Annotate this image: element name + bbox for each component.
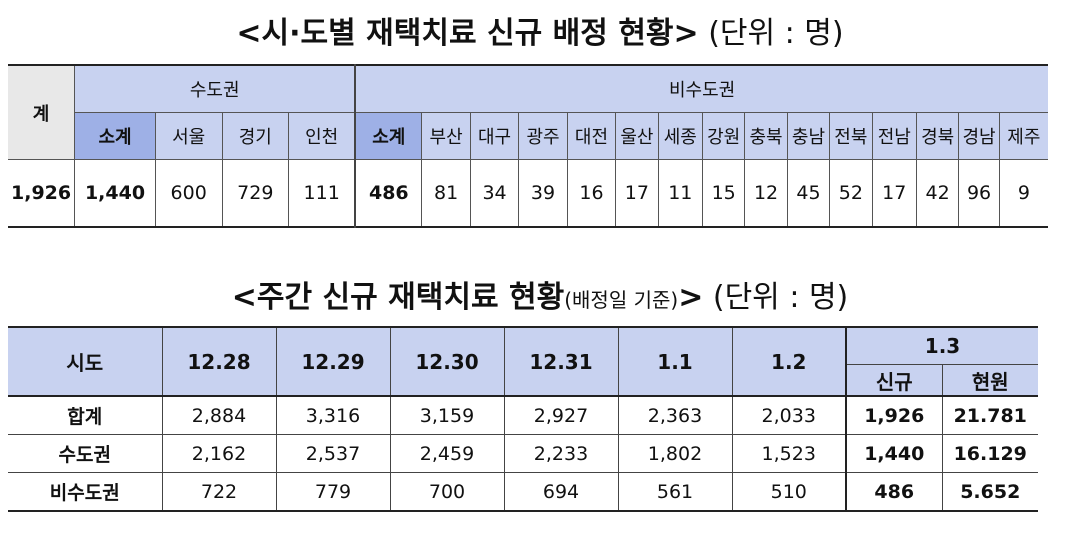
value-cell: 510 <box>731 472 847 512</box>
noncapital-header: 비수도권 <box>354 64 1048 113</box>
noncapital-value: 39 <box>518 159 568 228</box>
date-header: 1.1 <box>617 326 733 397</box>
noncapital-col-header: 충남 <box>786 112 831 160</box>
capital-col-header: 경기 <box>221 112 290 160</box>
noncapital-col-header: 충북 <box>744 112 788 160</box>
current-cell: 5.652 <box>941 472 1038 512</box>
noncapital-value: 11 <box>657 159 703 228</box>
noncapital-value: 45 <box>786 159 831 228</box>
date-header: 12.29 <box>275 326 391 397</box>
current-cell: 16.129 <box>941 434 1038 473</box>
new-subheader: 신규 <box>845 364 943 397</box>
weekly-new-table: 시도 12.28 12.29 12.30 12.31 1.1 1.2 1.3 신… <box>8 326 1038 512</box>
table2-title-paren: (배정일 기준) <box>564 288 679 312</box>
date-header: 1.2 <box>731 326 847 397</box>
new-cell: 1,926 <box>845 395 943 435</box>
noncapital-value: 81 <box>421 159 471 228</box>
capital-value: 729 <box>221 159 290 228</box>
noncapital-value: 9 <box>998 159 1048 228</box>
noncapital-col-header: 소계 <box>354 112 423 160</box>
value-cell: 694 <box>503 472 619 512</box>
value-cell: 3,159 <box>389 395 505 435</box>
noncapital-col-header: 강원 <box>701 112 746 160</box>
value-cell: 2,162 <box>161 434 277 473</box>
noncapital-value: 17 <box>871 159 917 228</box>
date-header: 12.31 <box>503 326 619 397</box>
noncapital-value: 486 <box>354 159 423 228</box>
value-cell: 1,802 <box>617 434 733 473</box>
value-cell: 2,363 <box>617 395 733 435</box>
noncapital-col-header: 울산 <box>615 112 659 160</box>
value-cell: 1,523 <box>731 434 847 473</box>
noncapital-col-header: 경남 <box>958 112 1000 160</box>
noncapital-col-header: 대전 <box>566 112 617 160</box>
value-cell: 2,884 <box>161 395 277 435</box>
last-date-header: 1.3 <box>845 326 1038 365</box>
noncapital-col-header: 전남 <box>871 112 917 160</box>
value-cell: 779 <box>275 472 391 512</box>
noncapital-value: 52 <box>829 159 873 228</box>
table2-title: <주간 신규 재택치료 현황(배정일 기준)> (단위 : 명) <box>0 272 1080 316</box>
noncapital-value: 16 <box>566 159 617 228</box>
row-label: 비수도권 <box>8 472 163 512</box>
value-cell: 722 <box>161 472 277 512</box>
date-header: 12.30 <box>389 326 505 397</box>
noncapital-col-header: 세종 <box>657 112 703 160</box>
value-cell: 561 <box>617 472 733 512</box>
regional-assignment-table: 계 수도권 비수도권 소계 서울 경기 인천 소계 부산 대구 광주 대전 울산… <box>8 64 1048 228</box>
noncapital-value: 15 <box>701 159 746 228</box>
value-cell: 2,459 <box>389 434 505 473</box>
table1-unit: (단위 : 명) <box>708 16 844 51</box>
table2-title-close: > <box>678 280 704 315</box>
date-header: 12.28 <box>161 326 277 397</box>
table2-title-main: <주간 신규 재택치료 현황 <box>231 280 565 315</box>
noncapital-value: 34 <box>469 159 520 228</box>
noncapital-value: 17 <box>615 159 659 228</box>
total-value: 1,926 <box>8 159 76 228</box>
new-cell: 486 <box>845 472 943 512</box>
noncapital-value: 96 <box>958 159 1000 228</box>
capital-col-header: 인천 <box>288 112 356 160</box>
capital-value: 111 <box>288 159 356 228</box>
table2-unit: (단위 : 명) <box>712 280 849 315</box>
table1-title: <시·도별 재택치료 신규 배정 현황> (단위 : 명) <box>0 8 1080 52</box>
value-cell: 3,316 <box>275 395 391 435</box>
noncapital-value: 42 <box>915 159 960 228</box>
current-subheader: 현원 <box>941 364 1038 397</box>
capital-col-header: 서울 <box>154 112 223 160</box>
value-cell: 2,927 <box>503 395 619 435</box>
total-header: 계 <box>8 64 76 160</box>
noncapital-col-header: 전북 <box>829 112 873 160</box>
noncapital-col-header: 대구 <box>469 112 520 160</box>
row-header: 시도 <box>8 326 163 397</box>
noncapital-col-header: 경북 <box>915 112 960 160</box>
noncapital-value: 12 <box>744 159 788 228</box>
noncapital-col-header: 광주 <box>518 112 568 160</box>
capital-col-header: 소계 <box>74 112 156 160</box>
row-label: 합계 <box>8 395 163 435</box>
value-cell: 2,537 <box>275 434 391 473</box>
value-cell: 700 <box>389 472 505 512</box>
row-label: 수도권 <box>8 434 163 473</box>
value-cell: 2,033 <box>731 395 847 435</box>
value-cell: 2,233 <box>503 434 619 473</box>
noncapital-col-header: 제주 <box>998 112 1048 160</box>
capital-value: 1,440 <box>74 159 156 228</box>
capital-value: 600 <box>154 159 223 228</box>
capital-header: 수도권 <box>74 64 356 113</box>
table1-title-text: <시·도별 재택치료 신규 배정 현황> <box>236 16 699 51</box>
current-cell: 21.781 <box>941 395 1038 435</box>
new-cell: 1,440 <box>845 434 943 473</box>
noncapital-col-header: 부산 <box>421 112 471 160</box>
